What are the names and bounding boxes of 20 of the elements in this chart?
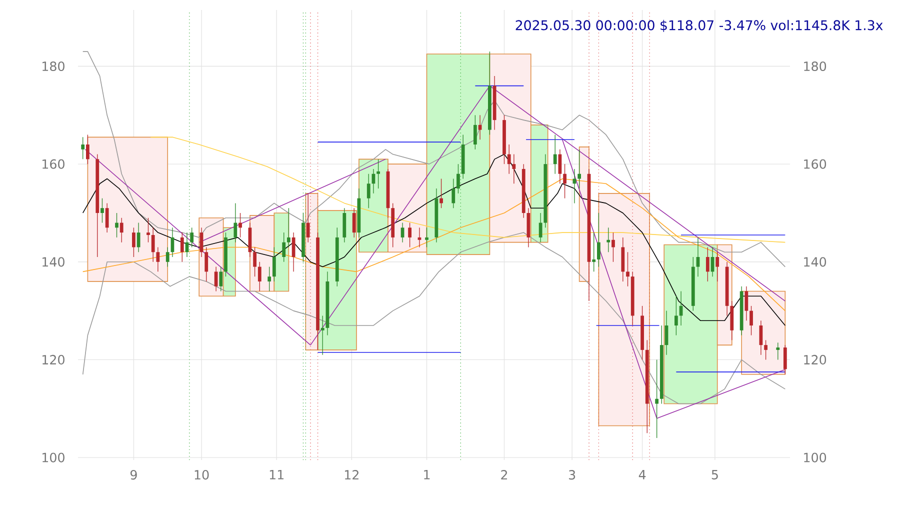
x-tick-label: 4	[638, 470, 646, 480]
y2-tick-label: 180	[804, 61, 826, 72]
y2-tick-label: 120	[804, 354, 826, 365]
x-tick-label: 9	[130, 470, 137, 480]
y-tick-label: 140	[42, 257, 64, 267]
y-tick-label: 160	[42, 159, 64, 169]
y-tick-label: 180	[42, 61, 64, 72]
x-tick-label: 12	[345, 470, 358, 480]
y-tick-label: 100	[42, 452, 64, 462]
y-tick-label: 120	[42, 354, 64, 365]
x-tick-label: 11	[270, 470, 284, 480]
y2-tick-label: 100	[804, 452, 826, 462]
x-tick-label: 1	[424, 470, 430, 480]
x-tick-label: 5	[712, 470, 718, 480]
x-tick-label: 3	[568, 470, 576, 480]
y2-tick-label: 140	[804, 257, 826, 267]
x-tick-label: 10	[194, 470, 209, 480]
y2-tick-label: 160	[804, 159, 826, 169]
x-tick-label: 2	[501, 470, 508, 480]
text: 2025.05.30 00:00:00 $118.07 -3.47% vol:1145.8K 1.3x	[516, 20, 883, 32]
